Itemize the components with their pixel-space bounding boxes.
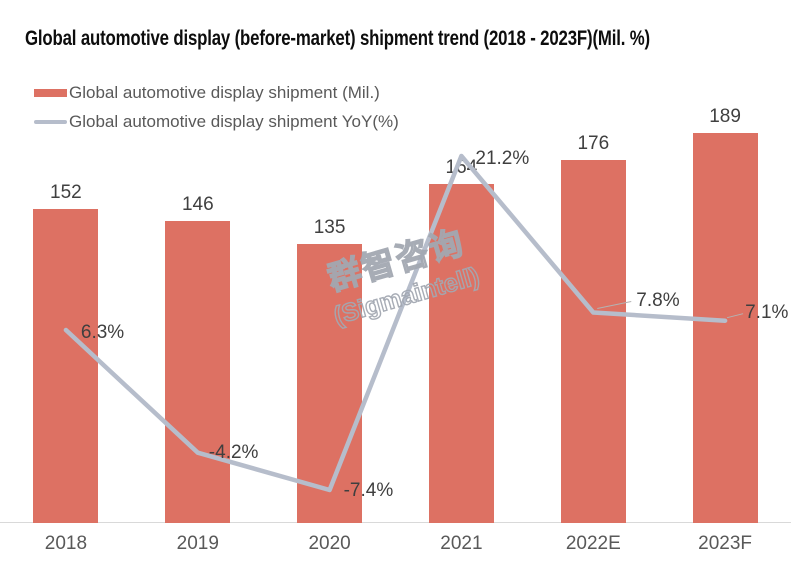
- yoy-point-label: -7.4%: [343, 480, 394, 501]
- chart-title: Global automotive display (before-market…: [25, 27, 650, 50]
- yoy-point-label: -4.2%: [208, 441, 259, 463]
- bar-value-label: 189: [709, 105, 741, 127]
- bar-2021: [428, 184, 494, 523]
- bar-value-label: 146: [181, 194, 214, 216]
- x-axis-line: [0, 522, 791, 523]
- bar-2020: [297, 244, 363, 523]
- bar-2019: [165, 221, 231, 523]
- bar-value-label: 135: [313, 217, 346, 239]
- bar-2023F: [692, 132, 758, 523]
- x-axis-label-2022E: 2022E: [565, 533, 621, 554]
- legend-item-yoy: Global automotive display shipment YoY(%…: [34, 111, 399, 133]
- bar-2022E: [560, 159, 626, 523]
- x-axis-label-2019: 2019: [176, 533, 219, 554]
- yoy-point-label: 7.8%: [636, 289, 680, 311]
- yoy-trend-line: [63, 153, 728, 493]
- legend: Global automotive display shipment (Mil.…: [34, 82, 399, 133]
- bar-value-label: 176: [577, 132, 610, 154]
- yoy-point-label: 6.3%: [80, 322, 125, 343]
- legend-label-yoy: Global automotive display shipment YoY(%…: [69, 112, 399, 131]
- legend-label-shipment: Global automotive display shipment (Mil.…: [69, 83, 380, 102]
- bar-2018: [33, 209, 99, 523]
- yoy-point-label: 21.2%: [475, 148, 530, 169]
- x-axis-label-2021: 2021: [440, 533, 483, 554]
- x-axis-label-2020: 2020: [308, 533, 351, 554]
- bar-value-label: 152: [50, 182, 82, 203]
- bar-series-swatch-icon: [34, 89, 67, 97]
- x-axis-label-2023F: 2023F: [698, 533, 753, 554]
- label-leader-line: [726, 313, 744, 319]
- yoy-point-label: 7.1%: [745, 301, 789, 323]
- x-axis-label-2018: 2018: [44, 533, 88, 554]
- label-leader-line: [597, 301, 632, 309]
- legend-item-shipment: Global automotive display shipment (Mil.…: [34, 82, 399, 104]
- line-series-swatch-icon: [34, 120, 67, 124]
